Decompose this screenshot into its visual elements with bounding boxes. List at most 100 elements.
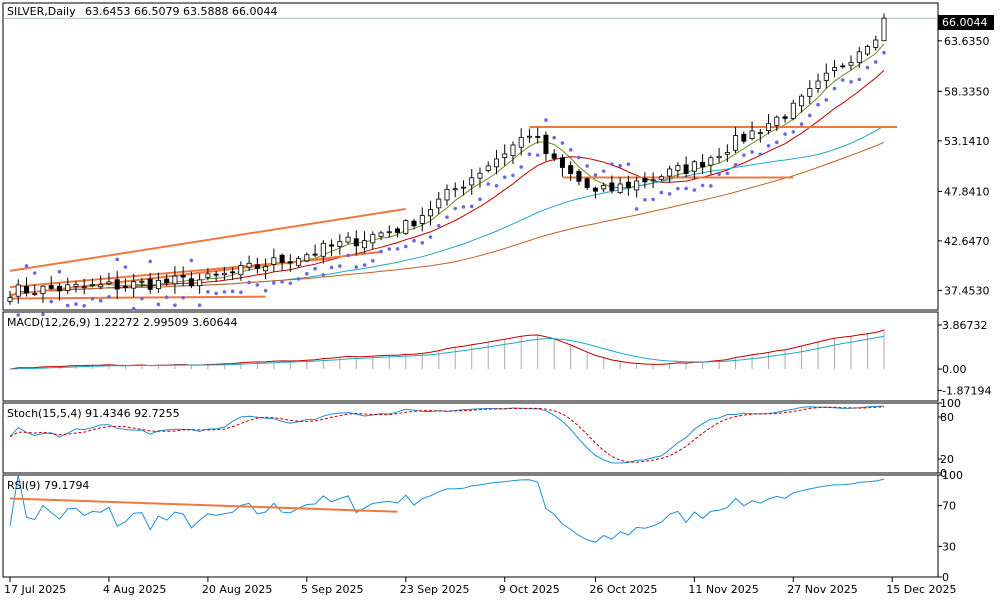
candle-body bbox=[32, 293, 38, 296]
candle-body bbox=[832, 67, 838, 71]
candle-body bbox=[823, 72, 829, 81]
candle-body bbox=[477, 172, 483, 179]
candle-body bbox=[271, 257, 277, 265]
psar-dot bbox=[643, 197, 647, 202]
candle-body bbox=[881, 17, 887, 42]
psar-dot bbox=[601, 169, 606, 173]
candle-body bbox=[263, 266, 269, 272]
price-tick-label: 53.1410 bbox=[944, 135, 990, 148]
candle-body bbox=[559, 157, 565, 168]
psar-dot bbox=[362, 263, 367, 267]
stoch-tick-label: 20 bbox=[940, 453, 954, 466]
psar-dot bbox=[610, 162, 614, 166]
time-tick-label: 26 Oct 2025 bbox=[589, 583, 657, 596]
candle-body bbox=[213, 273, 219, 276]
psar-dot bbox=[593, 173, 598, 177]
candle-body bbox=[188, 278, 194, 287]
psar-dot bbox=[428, 235, 433, 239]
candle-body bbox=[436, 198, 442, 209]
psar-dot bbox=[140, 296, 144, 301]
candle-body bbox=[304, 254, 310, 262]
psar-dot bbox=[626, 162, 631, 167]
candle-body bbox=[147, 278, 153, 290]
candle-body bbox=[807, 88, 813, 97]
psar-dot bbox=[206, 289, 210, 294]
psar-dot bbox=[667, 192, 672, 196]
psar-dot bbox=[403, 244, 408, 249]
psar-dot bbox=[750, 150, 754, 154]
candle-body bbox=[650, 179, 656, 182]
psar-dot bbox=[807, 113, 812, 118]
rsi-pane[interactable] bbox=[2, 474, 939, 578]
candle-body bbox=[296, 258, 302, 266]
candle-body bbox=[485, 165, 491, 171]
time-tick-label: 9 Oct 2025 bbox=[499, 583, 560, 596]
psar-dot bbox=[725, 171, 730, 176]
candle-body bbox=[23, 286, 29, 294]
candle-body bbox=[584, 178, 590, 188]
candle-body bbox=[766, 123, 772, 131]
time-tick-label: 20 Aug 2025 bbox=[202, 583, 272, 596]
candle-body bbox=[131, 281, 137, 289]
macd-pane[interactable] bbox=[2, 311, 939, 402]
parabolic-sar bbox=[16, 50, 886, 317]
candle-body bbox=[320, 242, 326, 257]
time-tick-label: 4 Aug 2025 bbox=[103, 583, 166, 596]
candle-body bbox=[419, 215, 425, 224]
candle-body bbox=[675, 165, 681, 171]
psar-dot bbox=[387, 247, 392, 251]
candle-body bbox=[526, 135, 532, 138]
psar-dot bbox=[214, 291, 218, 296]
candle-body bbox=[634, 180, 640, 191]
psar-dot bbox=[461, 205, 466, 209]
candle-body bbox=[428, 209, 434, 217]
candle-body bbox=[221, 272, 227, 276]
stoch-tick-label: 80 bbox=[940, 411, 954, 424]
instrument-label: SILVER,Daily bbox=[7, 5, 76, 18]
psar-dot bbox=[511, 173, 515, 178]
rsi-trend-line bbox=[9, 497, 398, 513]
candle-body bbox=[667, 168, 673, 177]
candle-body bbox=[469, 177, 475, 186]
psar-dot bbox=[329, 265, 334, 270]
candle-body bbox=[848, 62, 854, 66]
psar-dot bbox=[568, 148, 573, 152]
psar-dot bbox=[107, 295, 111, 299]
time-tick-label: 23 Sep 2025 bbox=[400, 583, 470, 596]
candle-body bbox=[15, 284, 21, 297]
psar-dot bbox=[585, 164, 589, 168]
price-pane[interactable] bbox=[2, 2, 939, 311]
time-tick-label: 27 Nov 2025 bbox=[787, 583, 857, 596]
candle-body bbox=[551, 153, 557, 159]
psar-dot bbox=[24, 264, 29, 268]
psar-dot bbox=[354, 265, 359, 269]
psar-dot bbox=[156, 302, 161, 307]
rsi-tick-label: 100 bbox=[942, 469, 963, 482]
candle-body bbox=[106, 281, 112, 285]
candle-body bbox=[139, 280, 145, 283]
stoch-pane[interactable] bbox=[2, 402, 939, 474]
candle-body bbox=[395, 228, 401, 233]
candle-body bbox=[345, 236, 351, 243]
candle-body bbox=[7, 297, 13, 302]
rsi-tick-label: 0 bbox=[942, 571, 949, 584]
psar-dot bbox=[535, 153, 540, 157]
psar-dot bbox=[395, 247, 400, 251]
psar-dot bbox=[791, 130, 796, 134]
psar-dot bbox=[742, 153, 746, 157]
candle-body bbox=[378, 232, 384, 237]
time-tick-label: 11 Nov 2025 bbox=[688, 583, 758, 596]
candle-body bbox=[362, 240, 368, 249]
candlesticks bbox=[7, 13, 887, 305]
psar-dot bbox=[552, 135, 556, 140]
candle-body bbox=[502, 153, 508, 158]
psar-dot bbox=[799, 122, 804, 126]
candle-body bbox=[617, 183, 623, 194]
psar-dot bbox=[98, 298, 103, 303]
candle-body bbox=[873, 39, 879, 48]
candle-body bbox=[370, 234, 376, 244]
psar-dot bbox=[445, 215, 449, 219]
price-tick-label: 37.4530 bbox=[944, 284, 990, 297]
psar-dot bbox=[544, 118, 548, 122]
